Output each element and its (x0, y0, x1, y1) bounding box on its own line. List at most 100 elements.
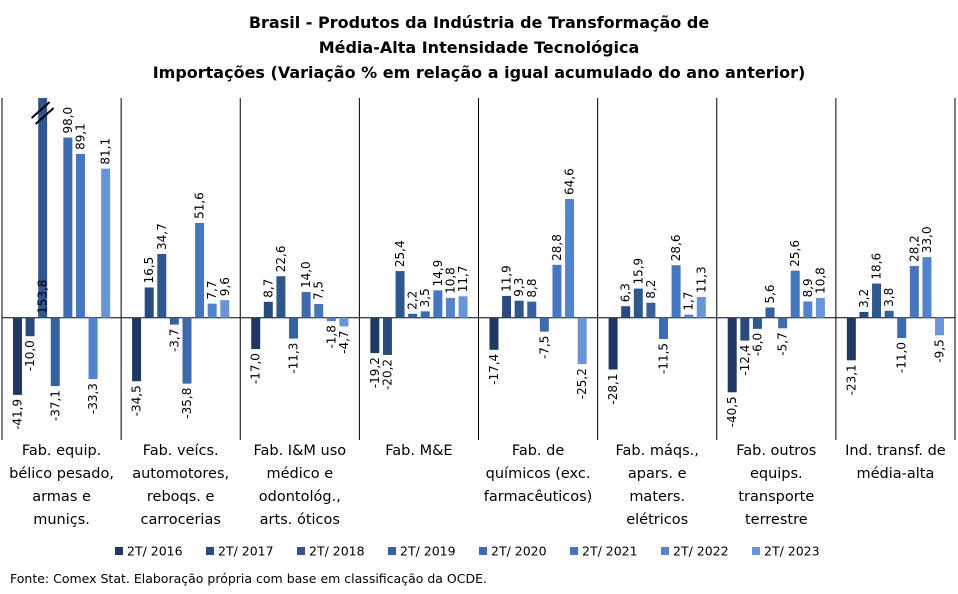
x-tick-label: Fab. I&M uso médico e odontológ., arts. … (253, 443, 347, 528)
bar (778, 317, 788, 329)
bar (169, 317, 179, 325)
value-label: -4,7 (337, 330, 351, 353)
value-label: -20,2 (380, 359, 394, 390)
bar (408, 313, 418, 318)
legend-swatch (388, 547, 396, 555)
bar (803, 301, 813, 318)
value-label: -17,4 (487, 354, 501, 385)
bar (608, 317, 618, 370)
value-label: 3,8 (882, 288, 896, 307)
x-tick-label: Fab. M&E (385, 443, 453, 459)
bar (897, 317, 907, 339)
legend-label: 2T/ 2023 (764, 544, 820, 559)
value-label: 15,9 (631, 258, 645, 285)
legend-label: 2T/ 2020 (491, 544, 547, 559)
chart-title: Média-Alta Intensidade Tecnológica (319, 38, 640, 57)
bar (220, 300, 230, 318)
value-label: 22,6 (274, 246, 288, 273)
bar (684, 314, 694, 318)
value-label: -5,7 (776, 332, 790, 355)
value-label: 9,3 (512, 278, 526, 297)
value-label: -10,0 (23, 340, 37, 371)
bar (765, 307, 775, 318)
value-label: -25,2 (575, 368, 589, 399)
bar (872, 283, 882, 318)
value-label: 153,8 (36, 279, 50, 313)
value-label: 14,0 (299, 261, 313, 288)
bar (195, 222, 205, 318)
legend-label: 2T/ 2022 (673, 544, 729, 559)
value-label: 11,7 (456, 266, 470, 293)
bar (489, 317, 499, 350)
value-label: 28,2 (907, 235, 921, 262)
value-label: 1,7 (682, 292, 696, 311)
bar (935, 317, 945, 336)
bar (527, 301, 537, 318)
bar (565, 198, 575, 318)
bar (132, 317, 142, 382)
value-label: 28,6 (669, 234, 683, 261)
bar (514, 300, 524, 318)
legend-swatch (570, 547, 578, 555)
value-label: 25,6 (788, 240, 802, 267)
bar (25, 317, 35, 337)
value-label: 11,9 (500, 265, 514, 292)
bar (63, 137, 73, 318)
value-label: -3,7 (167, 329, 181, 352)
legend-swatch (115, 547, 123, 555)
legend-swatch (206, 547, 214, 555)
bar (314, 304, 324, 318)
value-label: -23,1 (844, 364, 858, 395)
value-label: 7,5 (312, 281, 326, 300)
x-tick-label: Fab. de químicos (exc. farmacêuticos) (483, 443, 593, 505)
bar (846, 317, 856, 361)
bar (101, 168, 111, 318)
value-label: 33,0 (920, 226, 934, 253)
value-label: 11,3 (694, 266, 708, 293)
value-label: -7,5 (537, 336, 551, 359)
legend-swatch (661, 547, 669, 555)
chart-title: Brasil - Produtos da Indústria de Transf… (249, 13, 710, 32)
bar (370, 317, 380, 354)
bar (207, 303, 217, 318)
bar (577, 317, 587, 365)
legend-swatch (479, 547, 487, 555)
bar (539, 317, 549, 332)
axis-break (34, 107, 55, 125)
bar (433, 290, 443, 318)
value-label: 9,6 (218, 277, 232, 296)
legend-label: 2T/ 2018 (309, 544, 365, 559)
bar (752, 317, 762, 329)
bar (263, 301, 273, 318)
value-label: -6,0 (750, 333, 764, 356)
value-label: 18,6 (870, 253, 884, 280)
value-label: 25,4 (393, 240, 407, 267)
value-label: 6,3 (619, 283, 633, 302)
value-label: -19,2 (368, 357, 382, 388)
source-note: Fonte: Comex Stat. Elaboração própria co… (10, 571, 487, 586)
bar (458, 296, 468, 318)
value-label: 2,2 (406, 291, 420, 310)
bar (646, 302, 656, 318)
value-label: -12,4 (738, 345, 752, 376)
bar (727, 317, 737, 393)
legend-label: 2T/ 2019 (400, 544, 456, 559)
bar (740, 317, 750, 341)
bar (884, 310, 894, 318)
value-label: 28,8 (550, 234, 564, 261)
bar (859, 311, 869, 318)
value-label: 8,9 (801, 278, 815, 297)
bar (289, 317, 299, 339)
bar (633, 288, 643, 318)
value-label: -34,5 (130, 385, 144, 416)
value-label: 8,2 (644, 280, 658, 299)
x-tick-label: Fab. máqs., apars. e maters. elétricos (615, 443, 699, 528)
bar (276, 276, 286, 318)
value-label: -28,1 (606, 373, 620, 404)
value-label: -41,9 (10, 399, 24, 430)
bar (157, 253, 167, 318)
bar (502, 295, 512, 318)
bar (671, 265, 681, 318)
x-tick-label: Fab. equip. bélico pesado, armas e muniç… (9, 443, 114, 528)
